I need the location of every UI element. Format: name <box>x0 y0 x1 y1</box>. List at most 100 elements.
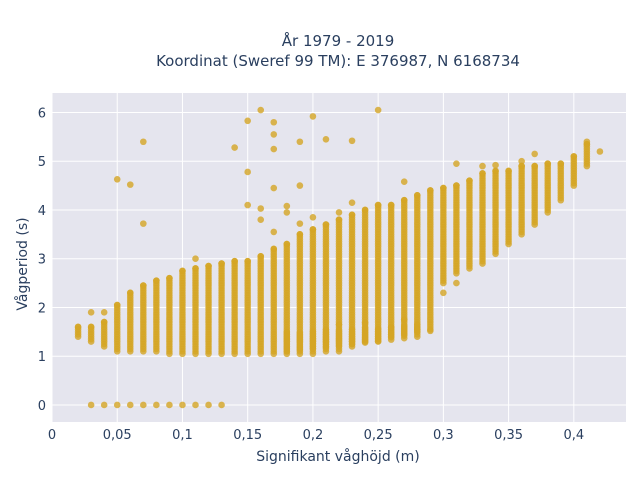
data-point <box>348 211 356 219</box>
data-point <box>283 240 291 248</box>
data-point <box>335 327 343 335</box>
tick-labels: 0 0,05 0,1 0,15 0,2 0,25 0,3 0,35 0,4 0 1 2 3 4 5 6 <box>38 106 584 443</box>
data-point <box>479 162 486 170</box>
data-point <box>244 257 251 265</box>
data-point <box>413 321 421 328</box>
chart-title-line1: År 1979 - 2019 <box>282 31 395 50</box>
data-point <box>492 161 499 169</box>
data-point <box>570 153 578 160</box>
data-point <box>309 113 317 120</box>
y-tick-label: 0 <box>38 399 46 414</box>
data-point <box>270 245 278 253</box>
data-point <box>427 327 434 335</box>
data-point <box>126 289 134 297</box>
data-point <box>440 289 447 297</box>
data-point <box>296 231 304 238</box>
data-point <box>257 205 265 212</box>
data-point <box>166 274 173 282</box>
data-point <box>296 220 304 227</box>
data-point <box>596 148 604 155</box>
data-point <box>400 316 408 323</box>
data-point <box>322 136 330 143</box>
data-point <box>205 401 212 409</box>
data-point <box>335 321 343 328</box>
data-point <box>309 213 317 221</box>
data-point <box>231 144 238 151</box>
x-tick-label: 0,35 <box>494 428 523 443</box>
data-point <box>453 279 460 287</box>
data-point <box>257 106 265 114</box>
data-point <box>413 326 421 333</box>
data-point <box>374 201 382 209</box>
data-point <box>113 401 121 409</box>
data-point <box>100 318 108 326</box>
data-point <box>257 216 265 224</box>
data-point <box>492 167 499 175</box>
data-point <box>270 184 278 192</box>
data-point <box>153 277 160 284</box>
data-point <box>192 255 199 263</box>
data-point <box>374 325 382 333</box>
data-point <box>179 267 186 275</box>
data-point <box>244 201 251 209</box>
x-tick-label: 0,1 <box>172 428 193 443</box>
data-point <box>387 323 395 331</box>
data-point <box>87 309 95 316</box>
data-point <box>348 137 356 145</box>
data-point <box>309 226 317 233</box>
data-point <box>192 265 199 272</box>
data-point <box>244 168 251 176</box>
data-point <box>87 401 95 409</box>
data-point <box>140 138 147 146</box>
data-point <box>74 323 82 331</box>
x-tick-label: 0,2 <box>303 428 324 443</box>
data-point <box>322 326 330 334</box>
y-axis-label: Vågperiod (s) <box>14 217 31 310</box>
data-point <box>583 138 591 146</box>
data-point <box>400 178 408 186</box>
data-point <box>270 145 278 153</box>
data-point <box>479 170 486 177</box>
data-point <box>100 309 108 316</box>
points-layer <box>74 106 604 409</box>
y-tick-label: 4 <box>38 204 46 219</box>
data-point <box>126 401 134 409</box>
data-point <box>270 131 278 138</box>
data-point <box>153 401 160 409</box>
data-point <box>518 162 525 170</box>
data-point <box>257 252 265 260</box>
data-point <box>283 328 291 336</box>
data-point <box>113 175 121 183</box>
data-point <box>218 260 225 267</box>
y-tick-label: 5 <box>38 155 46 170</box>
data-point <box>361 324 369 332</box>
data-point <box>413 192 421 199</box>
data-point <box>140 282 147 289</box>
data-point <box>205 262 212 270</box>
data-point <box>361 206 369 214</box>
data-point <box>270 228 278 236</box>
data-point <box>283 202 291 210</box>
data-point <box>440 184 447 192</box>
data-point <box>531 162 538 170</box>
x-tick-label: 0,25 <box>364 428 393 443</box>
data-point <box>335 209 343 216</box>
data-point <box>400 196 408 204</box>
y-tick-label: 6 <box>38 106 46 121</box>
data-point <box>453 160 460 167</box>
x-tick-label: 0,15 <box>233 428 262 443</box>
data-point <box>179 401 186 409</box>
data-point <box>140 220 147 227</box>
data-point <box>166 401 173 409</box>
data-point <box>400 322 408 330</box>
x-tick-label: 0,4 <box>563 428 584 443</box>
data-point <box>544 160 552 167</box>
data-point <box>296 329 304 337</box>
data-point <box>531 150 538 158</box>
x-tick-label: 0,3 <box>433 428 454 443</box>
data-point <box>244 117 251 125</box>
data-point <box>348 199 356 206</box>
data-point <box>466 177 473 185</box>
